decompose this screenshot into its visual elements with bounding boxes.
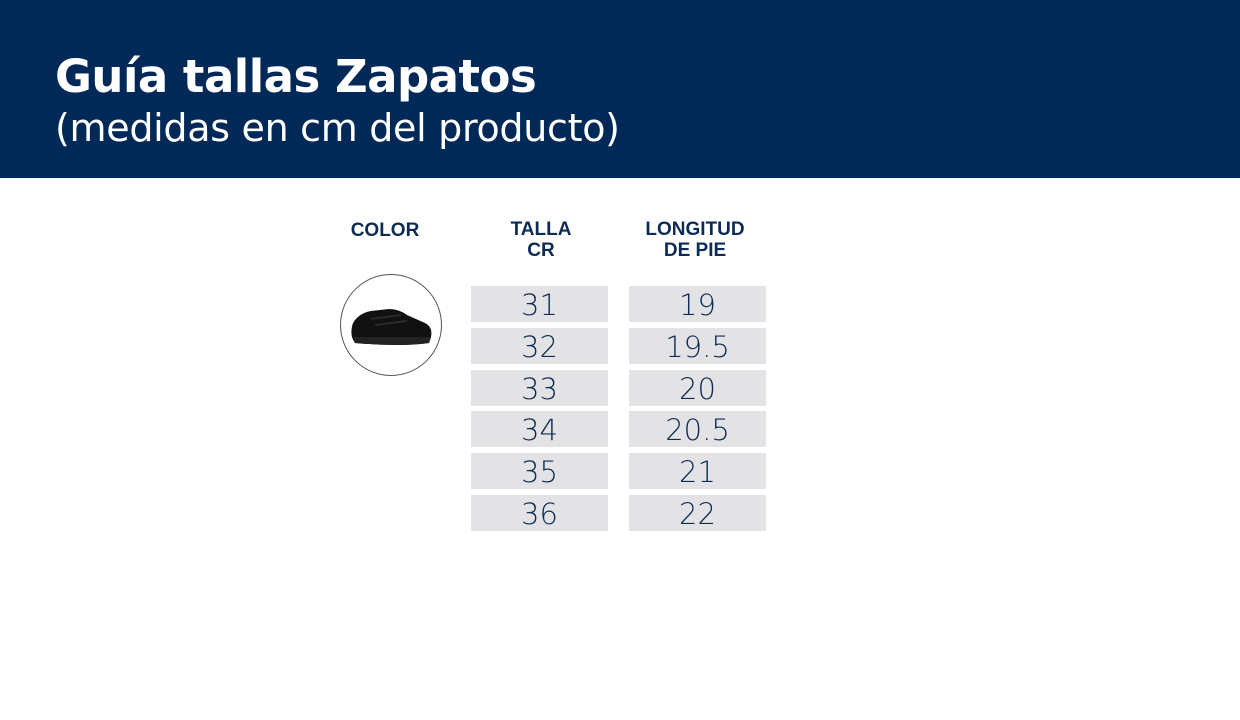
table-cell-longitud: 19.5 xyxy=(629,327,766,364)
table-cell-longitud: 19 xyxy=(629,286,766,322)
page-title: Guía tallas Zapatos xyxy=(55,50,537,103)
column-header-line: COLOR xyxy=(350,220,420,241)
column-header-line: LONGITUD xyxy=(645,219,745,240)
shoe-icon xyxy=(351,309,432,345)
table-cell-talla: 34 xyxy=(471,411,608,448)
table-cell-talla: 32 xyxy=(471,327,608,364)
column-header-talla: TALLA CR xyxy=(471,219,611,261)
column-header-color: COLOR xyxy=(330,220,440,241)
column-header-longitud: LONGITUD DE PIE xyxy=(625,219,765,261)
table-cell-longitud: 22 xyxy=(629,495,766,531)
column-header-line: TALLA xyxy=(510,219,572,240)
column-header-line: CR xyxy=(527,240,555,261)
table-cell-talla: 36 xyxy=(471,495,608,531)
table-cell-longitud: 20 xyxy=(629,369,766,406)
header-banner: Guía tallas Zapatos (medidas en cm del p… xyxy=(0,0,1240,178)
table-cell-longitud: 20.5 xyxy=(629,411,766,448)
table-cell-longitud: 21 xyxy=(629,453,766,490)
table-cell-talla: 35 xyxy=(471,453,608,490)
product-image xyxy=(340,274,442,376)
page-subtitle: (medidas en cm del producto) xyxy=(55,106,620,150)
table-cell-talla: 33 xyxy=(471,369,608,406)
table-cell-talla: 31 xyxy=(471,286,608,322)
column-header-line: DE PIE xyxy=(663,240,727,261)
